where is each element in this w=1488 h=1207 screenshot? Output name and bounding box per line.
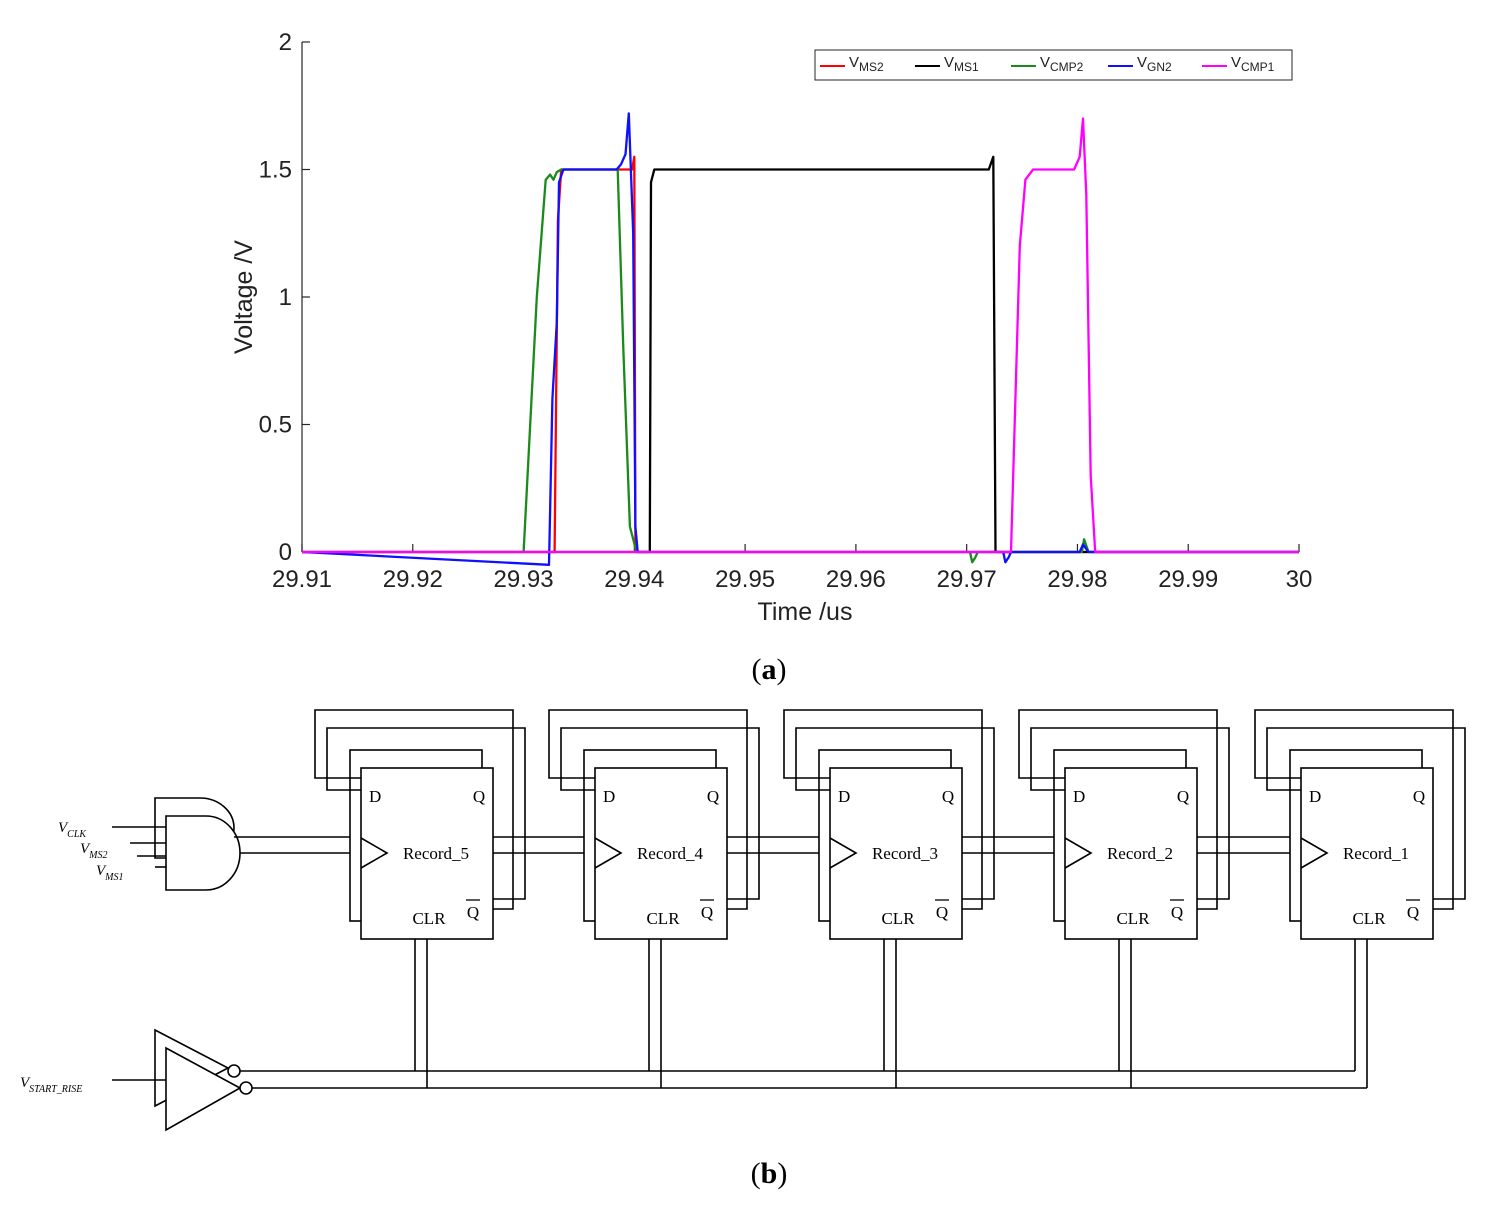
flip-flop-box — [594, 767, 728, 940]
x-axis-title: Time /us — [758, 598, 853, 626]
inverter-back-bubble — [227, 1064, 241, 1078]
clock-input-marker — [594, 837, 623, 869]
legend-label: VGN2 — [1137, 54, 1172, 74]
x-tick-label: 29.97 — [937, 566, 997, 593]
caption-b-letter: b — [761, 1157, 778, 1190]
flip-flop-label: Record_3 — [872, 844, 938, 863]
feedback-wire — [326, 727, 526, 900]
q-pin-label: Q — [473, 787, 485, 806]
series-line-cmp1 — [302, 117, 1299, 554]
feedback-wire — [314, 709, 514, 910]
feedback-wire — [1266, 727, 1466, 900]
inverter — [165, 1046, 242, 1132]
d-pin-label: D — [603, 787, 615, 806]
y-tick-label: 1 — [279, 284, 292, 311]
qbar-pin-label: Q — [1171, 903, 1183, 922]
vclk-label: VCLK — [58, 820, 87, 840]
d-pin-label: D — [1073, 787, 1085, 806]
q-pin-label: Q — [942, 787, 954, 806]
flip-flop-5: D Q Record_5 CLR Q — [314, 709, 595, 1088]
feedback-wire — [1254, 709, 1454, 910]
flip-flop-1: D Q Record_1 CLR Q — [1254, 709, 1466, 1088]
inverter-bubble — [239, 1081, 253, 1095]
qbar-pin-label: Q — [467, 903, 479, 922]
plot-area — [302, 42, 1299, 552]
vms2-label: VMS2 — [80, 841, 108, 861]
q-pin-label: Q — [1177, 787, 1189, 806]
caption-b: (b) — [751, 1157, 788, 1190]
vstart-rise-label: VSTART_RISE — [20, 1075, 82, 1095]
x-tick-label: 29.98 — [1047, 566, 1107, 593]
clr-pin-label: CLR — [646, 909, 680, 928]
d-pin-label: D — [369, 787, 381, 806]
clock-input-marker — [829, 837, 858, 869]
clock-input-marker — [360, 837, 389, 869]
clr-pin-label: CLR — [1352, 909, 1386, 928]
axis-ticks: 29.91 29.92 29.93 29.94 29.95 29.96 29.97 29.98… — [259, 29, 1313, 593]
qbar-pin-label: Q — [701, 903, 713, 922]
circuit-diagram: VCLK VMS2 VMS1 VSTART_RISE D Q Record_5 CLR… — [20, 709, 1466, 1190]
legend: VMS2 VMS1 VCMP2 VGN2 VCMP1 — [814, 49, 1293, 81]
waveform-chart: 29.91 29.92 29.93 29.94 29.95 29.96 29.97 29.98… — [230, 29, 1312, 686]
x-tick-label: 29.92 — [383, 566, 443, 593]
y-tick-label: 2 — [279, 29, 292, 56]
x-tick-label: 29.96 — [826, 566, 886, 593]
x-tick-label: 29.93 — [494, 566, 554, 593]
qbar-pin-label: Q — [1407, 903, 1419, 922]
d-pin-label: D — [838, 787, 850, 806]
feedback-wire — [1018, 709, 1218, 910]
legend-label: VCMP1 — [1231, 54, 1275, 74]
flip-flop-box — [360, 767, 494, 940]
q-pin-label: Q — [707, 787, 719, 806]
feedback-wire — [560, 727, 760, 900]
feedback-wire — [783, 709, 983, 910]
flip-flop-label: Record_1 — [1343, 844, 1409, 863]
qbar-pin-label: Q — [936, 903, 948, 922]
vms1-label: VMS1 — [96, 863, 124, 883]
flip-flop-3: D Q Record_3 CLR Q — [783, 709, 1065, 1088]
y-tick-label: 1.5 — [259, 157, 292, 184]
x-tick-label: 29.94 — [604, 566, 664, 593]
legend-label: VMS1 — [944, 54, 979, 74]
flip-flop-label: Record_5 — [403, 844, 469, 863]
x-tick-label: 29.91 — [272, 566, 332, 593]
x-tick-label: 29.99 — [1158, 566, 1218, 593]
clr-pin-label: CLR — [412, 909, 446, 928]
and-gate — [165, 815, 241, 891]
clock-input-marker — [1300, 837, 1329, 869]
feedback-wire — [1030, 727, 1230, 900]
flip-flop-box — [1300, 767, 1434, 940]
y-tick-label: 0.5 — [259, 412, 292, 439]
y-tick-label: 0 — [279, 539, 292, 566]
x-tick-label: 30 — [1286, 566, 1313, 593]
clock-input-marker — [1064, 837, 1093, 869]
d-pin-label: D — [1309, 787, 1321, 806]
legend-label: VMS2 — [849, 54, 884, 74]
caption-a-letter: a — [762, 653, 777, 686]
series-line-ms1 — [302, 155, 1299, 554]
flip-flop-4: D Q Record_4 CLR Q — [548, 709, 830, 1088]
clr-pin-label: CLR — [881, 909, 915, 928]
legend-label: VCMP2 — [1040, 54, 1084, 74]
flip-flop-box — [829, 767, 963, 940]
flip-flop-chain: D Q Record_5 CLR Q D Q Record_4 CLR Q D Q Record_3 CL… — [314, 709, 1466, 1088]
caption-a: (a) — [752, 653, 787, 686]
flip-flop-label: Record_4 — [637, 844, 704, 863]
x-tick-label: 29.95 — [715, 566, 775, 593]
flip-flop-2: D Q Record_2 CLR Q — [1018, 709, 1301, 1088]
y-axis-title: Voltage /V — [230, 240, 258, 354]
q-pin-label: Q — [1413, 787, 1425, 806]
series-line-gn2 — [301, 112, 1299, 566]
feedback-wire — [795, 727, 995, 900]
series-layer — [301, 112, 1299, 566]
feedback-wire — [548, 709, 748, 910]
flip-flop-label: Record_2 — [1107, 844, 1173, 863]
clr-pin-label: CLR — [1116, 909, 1150, 928]
